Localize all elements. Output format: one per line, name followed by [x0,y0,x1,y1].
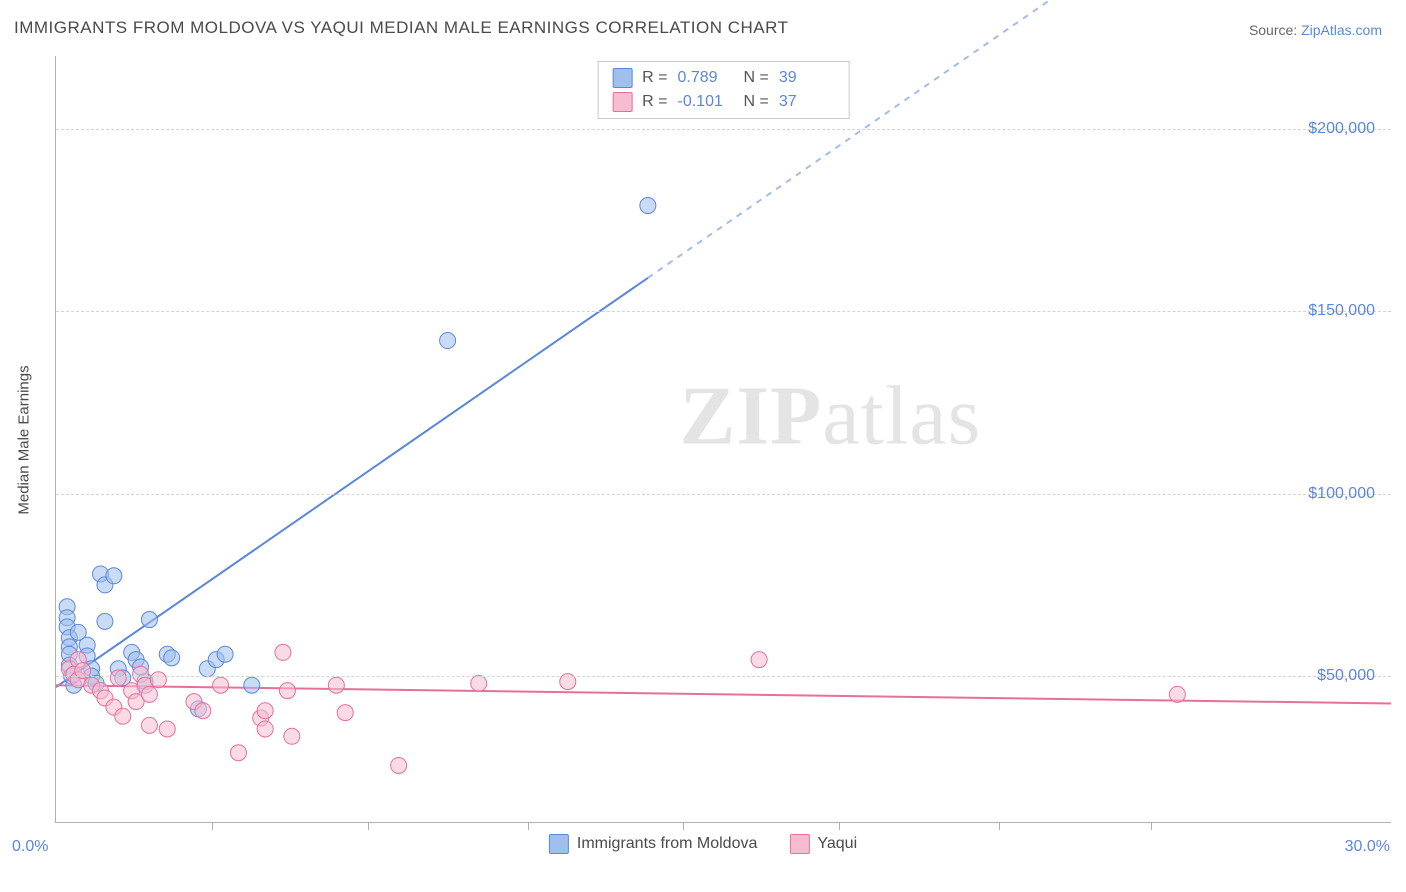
legend-stat-row: R = -0.101 N = 37 [598,90,849,114]
correlation-chart: IMMIGRANTS FROM MOLDOVA VS YAQUI MEDIAN … [0,0,1406,892]
source-link[interactable]: ZipAtlas.com [1301,22,1382,38]
y-tick-label: $50,000 [1317,667,1375,685]
gridline-h [56,494,1391,495]
x-axis-max-label: 30.0% [1345,838,1390,856]
legend-r-value: -0.101 [678,93,734,111]
gridline-h [56,676,1391,677]
data-point [164,650,180,666]
data-point [110,670,126,686]
data-point [275,644,291,660]
data-point [141,717,157,733]
legend-stat-row: R = 0.789 N = 39 [598,66,849,90]
y-tick-label: $100,000 [1308,485,1375,503]
source-attribution: Source: ZipAtlas.com [1249,22,1382,38]
chart-title: IMMIGRANTS FROM MOLDOVA VS YAQUI MEDIAN … [14,18,788,38]
data-point [1169,686,1185,702]
x-tick [368,822,369,830]
legend-r-value: 0.789 [678,69,734,87]
data-point [141,686,157,702]
y-axis-label: Median Male Earnings [16,365,33,514]
source-label: Source: [1249,22,1301,38]
legend-n-label: N = [744,93,769,111]
gridline-h [56,129,1391,130]
x-tick [839,822,840,830]
legend-swatch [789,834,809,854]
x-tick [683,822,684,830]
legend-r-label: R = [642,69,667,87]
data-point [230,745,246,761]
data-point [328,677,344,693]
series-legend: Immigrants from Moldova Yaqui [549,834,857,854]
data-point [471,675,487,691]
data-point [217,646,233,662]
data-point [244,677,260,693]
data-point [213,677,229,693]
data-point [279,683,295,699]
legend-swatch [549,834,569,854]
correlation-legend-box: R = 0.789 N = 39 R = -0.101 N = 37 [597,61,850,119]
data-point [440,333,456,349]
legend-item: Yaqui [789,834,857,854]
legend-n-value: 37 [779,93,835,111]
plot-area: R =0.789N =39R =-0.101N =37 ZIPatlas $50… [55,56,1391,823]
x-tick [212,822,213,830]
data-point [257,721,273,737]
legend-item: Immigrants from Moldova [549,834,758,854]
legend-r-label: R = [642,93,667,111]
trend-line-extrapolated [648,0,1391,278]
gridline-h [56,311,1391,312]
data-point [195,703,211,719]
data-point [391,757,407,773]
data-point [640,198,656,214]
legend-swatch [612,68,632,88]
x-tick [999,822,1000,830]
plot-svg [56,56,1391,822]
data-point [141,612,157,628]
y-tick-label: $150,000 [1308,302,1375,320]
data-point [150,672,166,688]
data-point [159,721,175,737]
y-tick-label: $200,000 [1308,120,1375,138]
data-point [97,613,113,629]
legend-n-value: 39 [779,69,835,87]
data-point [751,652,767,668]
legend-swatch [612,92,632,112]
data-point [115,708,131,724]
data-point [106,568,122,584]
legend-series-name: Yaqui [817,835,857,853]
x-tick [528,822,529,830]
x-tick [1151,822,1152,830]
legend-n-label: N = [744,69,769,87]
legend-series-name: Immigrants from Moldova [577,835,758,853]
data-point [337,705,353,721]
data-point [257,703,273,719]
data-point [284,728,300,744]
x-axis-min-label: 0.0% [12,838,48,856]
